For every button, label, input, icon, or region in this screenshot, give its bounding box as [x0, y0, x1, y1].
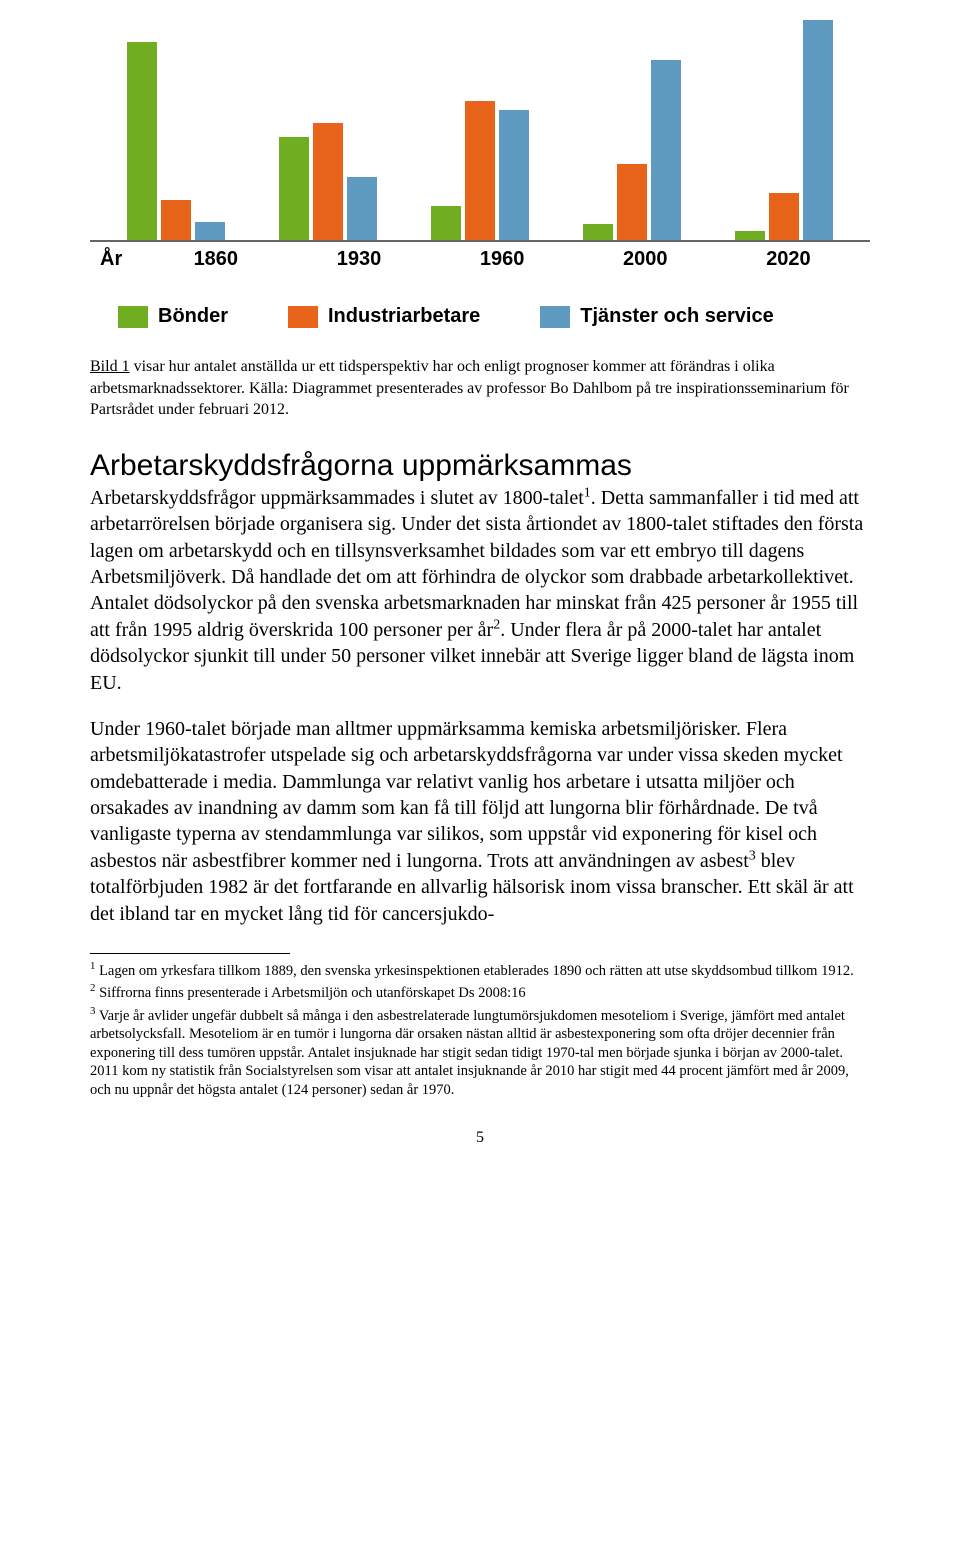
legend-label: Industriarbetare	[328, 305, 480, 328]
bar	[803, 20, 833, 240]
legend-label: Tjänster och service	[580, 305, 773, 328]
bar	[465, 101, 495, 240]
legend-item: Industriarbetare	[288, 305, 480, 328]
bar-group	[100, 42, 252, 240]
legend-swatch	[288, 306, 318, 328]
bar	[499, 110, 529, 240]
footnote-ref-1: 1	[584, 485, 591, 500]
footnote-2: Siffrorna finns presenterade i Arbetsmil…	[99, 985, 526, 1001]
bar	[161, 200, 191, 240]
figure-caption: Bild 1 visar hur antalet anställda ur et…	[90, 356, 870, 421]
footnote-separator	[90, 953, 290, 954]
x-axis-tick: 1960	[431, 248, 574, 271]
bar	[347, 177, 377, 240]
body-paragraph-1: Arbetarskyddsfrågor uppmärksammades i sl…	[90, 485, 870, 696]
bar-group	[404, 101, 556, 240]
legend-item: Bönder	[118, 305, 228, 328]
bar-group	[556, 60, 708, 240]
x-axis-tick: 2000	[574, 248, 717, 271]
bar	[617, 164, 647, 240]
footnote-ref-3: 3	[749, 848, 756, 863]
footnote-3: Varje år avlider ungefär dubbelt så mång…	[90, 1008, 849, 1098]
caption-text: visar hur antalet anställda ur ett tidsp…	[90, 358, 849, 418]
bar	[313, 123, 343, 240]
x-axis-title: År	[100, 248, 144, 271]
x-axis-tick: 2020	[717, 248, 860, 271]
bar	[769, 193, 799, 240]
footnotes: 1 Lagen om yrkesfara tillkom 1889, den s…	[90, 960, 870, 1099]
bar	[127, 42, 157, 240]
footnote-1: Lagen om yrkesfara tillkom 1889, den sve…	[99, 963, 854, 979]
caption-lead: Bild 1	[90, 358, 130, 375]
bar-group	[252, 123, 404, 240]
bar	[651, 60, 681, 240]
bar	[279, 137, 309, 240]
legend-swatch	[540, 306, 570, 328]
page-number: 5	[90, 1129, 870, 1147]
bar	[735, 231, 765, 240]
legend-item: Tjänster och service	[540, 305, 773, 328]
bar	[583, 224, 613, 240]
body-paragraph-2: Under 1960-talet började man alltmer upp…	[90, 716, 870, 927]
chart-legend: Bönder Industriarbetare Tjänster och servi…	[90, 305, 870, 328]
employment-chart: År 18601930196020002020 Bönder Industriar…	[90, 20, 870, 328]
bar-group	[708, 20, 860, 240]
legend-label: Bönder	[158, 305, 228, 328]
bar	[195, 222, 225, 240]
legend-swatch	[118, 306, 148, 328]
x-axis-tick: 1930	[287, 248, 430, 271]
bar	[431, 206, 461, 240]
section-heading: Arbetarskyddsfrågorna uppmärksammas	[90, 449, 870, 483]
x-axis-tick: 1860	[144, 248, 287, 271]
